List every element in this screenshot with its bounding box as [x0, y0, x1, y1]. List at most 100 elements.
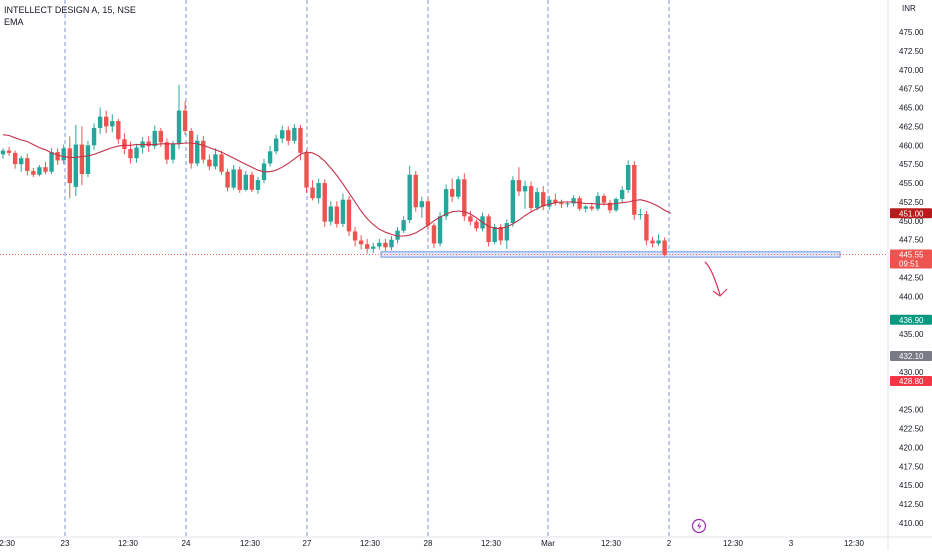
candle-body — [176, 110, 182, 144]
candle-body — [316, 183, 321, 199]
candle-body — [328, 206, 333, 222]
candle-body — [67, 148, 72, 184]
price-tick-label: 410.00 — [899, 519, 924, 528]
price-tick-label: 417.50 — [899, 462, 924, 471]
gray-price-tag-text: 432.10 — [899, 352, 924, 361]
candle-body — [498, 226, 503, 241]
candle-body — [207, 159, 212, 167]
candle-body — [243, 174, 248, 190]
candle-body — [352, 231, 358, 241]
candle-body — [662, 240, 667, 255]
red-price-tag-text: 428.80 — [899, 377, 924, 386]
candle-body — [334, 206, 340, 224]
candle-body — [255, 180, 261, 190]
candle-body — [407, 174, 412, 221]
green-price-tag — [890, 314, 932, 325]
candle-body — [607, 202, 613, 211]
currency-label: INR — [902, 4, 916, 13]
candle-body — [522, 186, 528, 192]
candle-body — [462, 179, 467, 217]
candle-body — [358, 240, 364, 245]
candle-body — [31, 170, 36, 175]
candle-body — [565, 203, 570, 205]
candle-body — [395, 230, 400, 240]
candle-body — [188, 130, 194, 164]
candle-body — [589, 206, 594, 209]
candle-body — [219, 154, 224, 172]
candle-body — [182, 110, 188, 131]
candle-body — [419, 201, 425, 208]
candle-body — [73, 144, 79, 187]
candle-body — [638, 214, 643, 216]
candle-body — [601, 195, 607, 203]
price-tick-label: 435.00 — [899, 330, 924, 339]
candle-body — [626, 164, 631, 190]
candle-body — [510, 180, 516, 224]
ema-price-tag — [890, 208, 932, 219]
candle-body — [49, 152, 54, 172]
candle-body — [553, 199, 558, 203]
price-tick-label: 465.00 — [899, 104, 924, 113]
price-tick-label: 447.50 — [899, 236, 924, 245]
candle-body — [322, 183, 327, 222]
price-tick-label: 472.50 — [899, 47, 924, 56]
time-tick-label: 12:30 — [481, 539, 502, 548]
candle-body — [152, 130, 157, 147]
candle-body — [304, 152, 309, 188]
candle-body — [55, 152, 60, 161]
price-tick-label: 425.00 — [899, 406, 924, 415]
candle-body — [595, 195, 601, 209]
ema-price-tag-text: 451.00 — [899, 209, 924, 218]
candle-body — [122, 139, 127, 150]
candle-body — [577, 198, 582, 209]
candle-body — [534, 192, 540, 209]
price-axis[interactable]: 475.00 472.50 470.00 467.50 465.00 462.50 460.… — [899, 28, 924, 528]
candle-body — [25, 158, 30, 171]
ema-line — [2, 134, 671, 237]
candle-body — [571, 198, 576, 204]
price-tick-label: 452.50 — [899, 198, 924, 207]
candle-body — [164, 142, 170, 160]
time-tick-label: 12:30 — [844, 539, 865, 548]
candle-body — [43, 167, 48, 172]
candle-body — [383, 242, 388, 248]
price-tick-label: 440.00 — [899, 292, 924, 301]
time-tick-label: 12:30 — [601, 539, 622, 548]
price-tick-label: 460.00 — [899, 141, 924, 150]
candle-body — [613, 198, 619, 211]
down-arrow-annotation[interactable] — [704, 261, 728, 297]
candle-body — [231, 169, 236, 188]
candle-body — [280, 130, 285, 139]
candle-body — [644, 214, 649, 241]
symbol-title: INTELLECT DESIGN A, 15, NSE — [4, 5, 136, 15]
time-axis[interactable]: 12:302312:302412:302712:302812:30Mar12:3… — [0, 536, 932, 548]
candle-body — [91, 127, 97, 146]
candle-body — [37, 167, 42, 175]
indicator-name: EMA — [4, 17, 24, 27]
candle-body — [437, 216, 443, 244]
candle-body — [449, 189, 455, 197]
candle-body — [0, 150, 6, 155]
countdown-text: 09:51 — [899, 259, 920, 268]
candle-body — [656, 240, 661, 244]
chart-legend[interactable]: INTELLECT DESIGN A, 15, NSE EMA — [4, 4, 136, 28]
candle-body — [249, 174, 255, 190]
candle-body — [528, 186, 534, 209]
candle-body — [468, 216, 473, 222]
time-tick-label: 23 — [61, 539, 70, 548]
candle-body — [298, 127, 303, 153]
price-tick-label: 470.00 — [899, 66, 924, 75]
candle-body — [516, 180, 522, 192]
price-tick-label: 430.00 — [899, 368, 924, 377]
candle-body — [12, 152, 18, 165]
candle-body — [474, 221, 479, 229]
price-tick-label: 442.50 — [899, 274, 924, 283]
candle-body — [365, 244, 370, 249]
time-tick-label: 12:30 — [0, 539, 16, 548]
price-tick-label: 475.00 — [899, 28, 924, 37]
candle-body — [583, 206, 588, 209]
event-lightning-icon[interactable] — [691, 518, 707, 534]
